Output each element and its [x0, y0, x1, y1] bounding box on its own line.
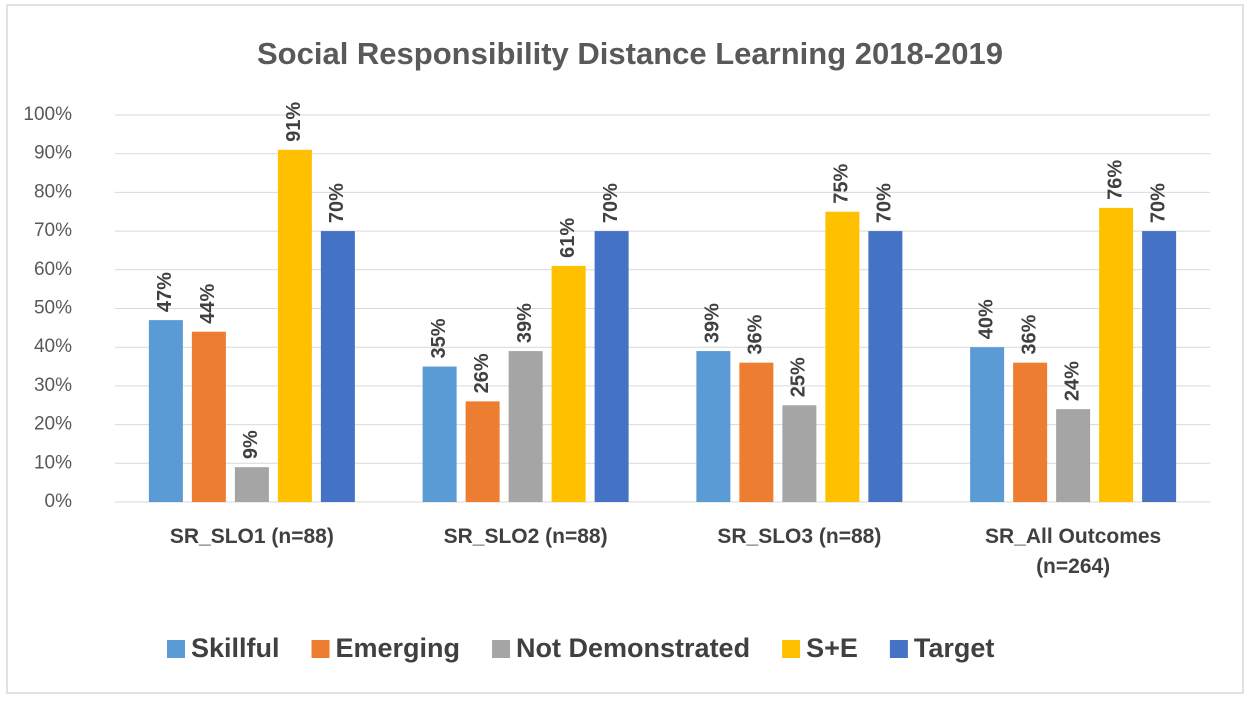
y-tick-label: 100%: [23, 104, 72, 125]
x-tick-label: SR_SLO3 (n=88): [717, 525, 882, 548]
bar: [320, 231, 355, 502]
legend-swatch: [782, 640, 801, 658]
data-label: 70%: [600, 183, 622, 223]
data-label: 44%: [197, 283, 219, 323]
data-label: 39%: [514, 303, 536, 343]
data-label: 70%: [874, 183, 896, 223]
y-tick-label: 90%: [34, 143, 72, 164]
legend-swatch: [311, 640, 330, 658]
legend-swatch: [492, 640, 511, 658]
data-label: 36%: [1018, 314, 1040, 354]
bar: [277, 149, 312, 502]
y-tick-label: 70%: [34, 220, 72, 241]
legend-swatch: [889, 640, 908, 658]
bar: [594, 231, 629, 502]
data-label: 70%: [326, 183, 348, 223]
bar: [551, 265, 586, 502]
legend-label: Emerging: [336, 633, 461, 663]
y-tick-label: 40%: [34, 336, 72, 357]
y-tick-label: 0%: [45, 491, 73, 512]
bar: [739, 362, 774, 502]
data-label: 76%: [1104, 160, 1126, 200]
data-label: 9%: [240, 430, 262, 459]
y-tick-label: 80%: [34, 181, 72, 202]
data-label: 47%: [154, 272, 176, 312]
x-tick-label: SR_SLO2 (n=88): [443, 525, 608, 548]
x-tick-label: SR_SLO1 (n=88): [169, 525, 334, 548]
data-label: 75%: [831, 164, 853, 204]
bar: [868, 231, 903, 502]
bar: [191, 331, 226, 502]
legend-label: Skillful: [191, 633, 280, 663]
legend-label: S+E: [806, 633, 858, 663]
x-tick-label: SR_All Outcomes (n=264): [985, 525, 1162, 578]
bar: [148, 320, 183, 502]
bar: [1013, 362, 1048, 502]
y-tick-label: 50%: [34, 298, 72, 319]
bar: [1056, 409, 1091, 502]
bar: [1099, 207, 1134, 502]
bar: [825, 211, 860, 502]
chart-title: Social Responsibility Distance Learning …: [257, 36, 1003, 71]
bar: [696, 351, 731, 502]
y-tick-label: 10%: [34, 452, 72, 473]
data-label: 70%: [1147, 183, 1169, 223]
bar: [782, 405, 817, 502]
bar: [465, 401, 500, 502]
y-tick-label: 30%: [34, 375, 72, 396]
bar: [234, 467, 269, 502]
legend-swatch: [167, 640, 185, 658]
data-label: 36%: [745, 314, 767, 354]
data-label: 61%: [557, 218, 579, 258]
bar: [1142, 231, 1177, 502]
y-tick-label: 20%: [34, 414, 72, 435]
data-label: 91%: [283, 102, 305, 142]
data-label: 26%: [471, 353, 493, 393]
data-label: 25%: [788, 357, 810, 397]
data-label: 39%: [702, 303, 724, 343]
data-label: 40%: [975, 299, 997, 339]
legend-label: Not Demonstrated: [516, 633, 750, 663]
bar: [422, 366, 457, 502]
bar: [508, 351, 543, 502]
y-tick-label: 60%: [34, 259, 72, 280]
legend-label: Target: [914, 633, 995, 663]
data-label: 35%: [428, 318, 450, 358]
data-label: 24%: [1061, 361, 1083, 401]
bar: [970, 347, 1005, 502]
